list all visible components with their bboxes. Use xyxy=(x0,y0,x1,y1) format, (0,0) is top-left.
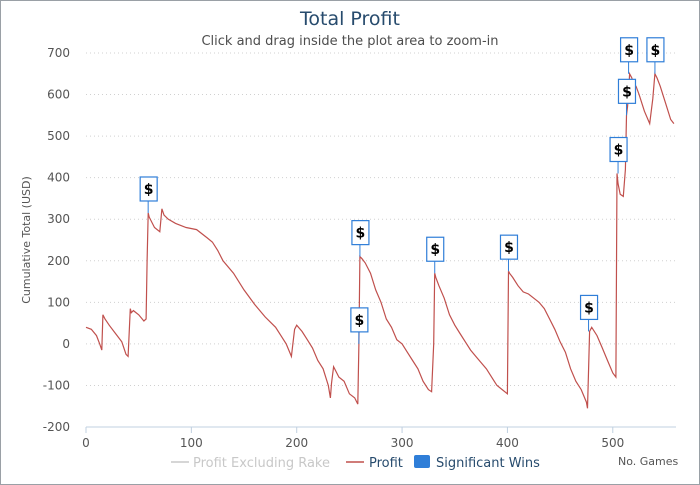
chart-subtitle: Click and drag inside the plot area to z… xyxy=(201,34,499,49)
y-axis-ticks: -200 -100 0 100 200 300 400 500 600 700 xyxy=(43,46,70,434)
flag-label: $ xyxy=(614,143,624,159)
flag-label: $ xyxy=(622,84,632,100)
flag-box xyxy=(426,236,445,262)
y-tick-label: 0 xyxy=(62,337,70,351)
y-tick-label: -200 xyxy=(43,420,70,434)
y-tick-label: 700 xyxy=(47,46,70,60)
x-axis-ticks: 0 100 200 300 400 500 xyxy=(82,427,624,450)
significant-win-flag[interactable]: $ xyxy=(139,176,158,213)
flag-box xyxy=(617,78,637,104)
y-tick-label: 100 xyxy=(47,295,70,309)
legend[interactable]: Profit Excluding Rake Profit Significant… xyxy=(171,455,540,471)
flag-label: $ xyxy=(651,43,661,59)
flag-label: $ xyxy=(356,226,366,242)
x-tick-label: 0 xyxy=(82,436,90,450)
significant-wins-flags[interactable]: $ $ $ $ $ $ $ $ $ $ xyxy=(139,37,665,344)
flag-label: $ xyxy=(430,242,440,258)
y-tick-label: 600 xyxy=(47,88,70,102)
y-axis-label: Cumulative Total (USD) xyxy=(20,176,33,304)
chart-title: Total Profit xyxy=(300,8,400,30)
legend-swatch-significant-wins xyxy=(414,455,430,468)
y-tick-label: -100 xyxy=(43,378,70,392)
legend-item-profit[interactable]: Profit xyxy=(346,456,403,471)
flag-box xyxy=(139,176,158,202)
significant-win-flag[interactable]: $ xyxy=(617,78,637,116)
y-tick-label: 300 xyxy=(47,212,70,226)
significant-win-flag[interactable]: $ xyxy=(351,220,370,257)
flag-box xyxy=(499,234,519,260)
legend-item-excluding-rake[interactable]: Profit Excluding Rake xyxy=(171,456,330,471)
flag-label: $ xyxy=(584,300,594,316)
flag-box xyxy=(609,136,628,163)
flag-box xyxy=(350,307,369,333)
x-tick-label: 100 xyxy=(180,436,203,450)
grid-lines xyxy=(86,52,676,428)
x-tick-label: 500 xyxy=(601,436,624,450)
legend-item-significant-wins[interactable]: Significant Wins xyxy=(414,455,540,471)
significant-win-flag[interactable]: $ xyxy=(646,37,665,74)
x-tick-label: 300 xyxy=(391,436,414,450)
y-tick-label: 500 xyxy=(47,129,70,143)
legend-label-significant-wins: Significant Wins xyxy=(436,456,540,471)
significant-win-flag[interactable]: $ xyxy=(619,37,639,74)
legend-label-excluding-rake: Profit Excluding Rake xyxy=(193,456,330,471)
flag-label: $ xyxy=(355,313,365,329)
flag-label: $ xyxy=(504,240,514,256)
significant-win-flag[interactable]: $ xyxy=(609,136,628,174)
flag-label: $ xyxy=(624,43,634,59)
significant-win-flag[interactable]: $ xyxy=(350,307,369,344)
flag-box xyxy=(579,294,599,321)
x-tick-label: 200 xyxy=(285,436,308,450)
significant-win-flag[interactable]: $ xyxy=(579,294,599,332)
x-axis-label: No. Games xyxy=(618,455,679,468)
flag-box xyxy=(619,37,639,63)
significant-win-flag[interactable]: $ xyxy=(499,234,519,272)
legend-label-profit: Profit xyxy=(369,456,403,471)
flag-box xyxy=(351,220,370,246)
flag-label: $ xyxy=(144,182,154,198)
significant-win-flag[interactable]: $ xyxy=(426,236,445,274)
x-tick-label: 400 xyxy=(496,436,519,450)
profit-series-line[interactable] xyxy=(85,71,675,409)
flag-box xyxy=(646,37,665,63)
y-tick-label: 200 xyxy=(47,254,70,268)
y-tick-label: 400 xyxy=(47,171,70,185)
